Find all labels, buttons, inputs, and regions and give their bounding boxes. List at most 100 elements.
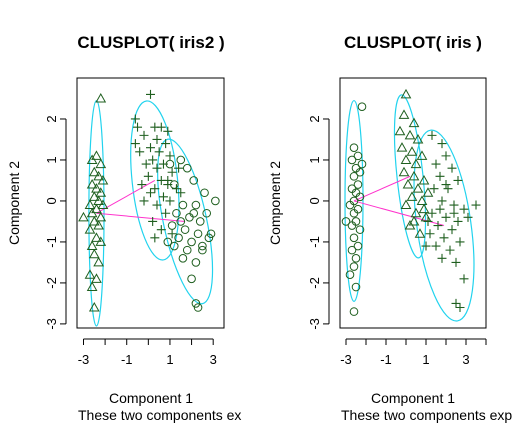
data-point-triangle	[93, 170, 104, 181]
y-tick-label: 0	[44, 197, 59, 204]
subtitle-mask	[262, 406, 338, 428]
data-point-triangle	[394, 125, 406, 136]
data-point-plus	[150, 233, 160, 243]
data-point-triangle	[418, 203, 430, 214]
data-point-circle	[169, 241, 179, 251]
data-point-plus	[152, 200, 162, 210]
data-point-triangle	[408, 117, 420, 128]
data-point-plus	[455, 237, 465, 247]
data-point-triangle	[95, 211, 107, 222]
data-point-plus	[163, 175, 173, 185]
data-point-circle	[349, 172, 359, 181]
data-point-plus	[431, 159, 441, 169]
x-tick-label: -1	[380, 352, 392, 367]
cluster-ellipse	[88, 99, 105, 327]
data-point-circle	[355, 225, 365, 234]
plot-frame	[339, 77, 487, 329]
data-point-plus	[165, 196, 175, 206]
data-point-triangle	[404, 129, 416, 140]
data-point-triangle	[420, 211, 432, 222]
data-point-circle	[176, 155, 186, 165]
data-point-circle	[200, 188, 209, 198]
data-point-circle	[178, 200, 188, 210]
y-tick-label: -3	[44, 318, 59, 330]
data-point-triangle	[91, 273, 102, 283]
cluster-link	[96, 212, 186, 222]
data-point-circle	[211, 196, 220, 206]
data-point-circle	[353, 180, 363, 189]
data-point-circle	[174, 233, 183, 243]
plot-frame	[76, 77, 225, 329]
data-point-plus	[146, 188, 155, 198]
data-point-plus	[130, 139, 140, 149]
data-point-plus	[165, 151, 175, 161]
data-point-triangle	[97, 199, 109, 210]
data-point-circle	[357, 159, 367, 169]
data-point-circle	[182, 245, 192, 255]
data-point-plus	[459, 274, 469, 284]
data-point-plus	[437, 196, 447, 206]
data-point-circle	[349, 233, 359, 243]
data-point-triangle	[91, 183, 102, 193]
data-point-plus	[161, 208, 171, 218]
data-point-circle	[206, 229, 216, 239]
y-tick-label: 0	[307, 197, 322, 204]
data-point-triangle	[416, 195, 428, 205]
cluster-ellipse	[393, 94, 427, 259]
data-point-triangle	[86, 179, 98, 189]
x-tick-label: -1	[121, 352, 133, 367]
data-point-circle	[198, 245, 207, 255]
data-point-circle	[176, 217, 186, 226]
data-point-plus	[148, 216, 158, 226]
data-point-plus	[453, 175, 463, 185]
x-tick-label: 1	[166, 352, 173, 367]
data-point-plus	[435, 171, 445, 181]
data-point-triangle	[95, 92, 107, 103]
data-point-circle	[341, 217, 351, 226]
data-point-circle	[351, 282, 361, 292]
data-point-circle	[355, 192, 365, 202]
data-point-plus	[459, 204, 469, 214]
data-point-circle	[355, 167, 365, 177]
data-point-triangle	[78, 211, 89, 222]
data-point-circle	[189, 176, 199, 185]
data-point-plus	[146, 143, 155, 153]
data-point-plus	[156, 122, 166, 132]
y-axis-label: Component 2	[267, 161, 283, 245]
data-point-circle	[182, 163, 192, 173]
data-point-triangle	[422, 187, 434, 197]
data-point-triangle	[86, 154, 98, 164]
data-point-circle	[193, 229, 203, 239]
data-point-triangle	[408, 215, 420, 226]
x-tick-label: 3	[462, 352, 469, 367]
data-point-circle	[349, 143, 359, 152]
cluster-ellipse	[344, 99, 364, 302]
data-point-plus	[139, 196, 149, 206]
x-tick-label: -3	[340, 352, 352, 367]
data-point-circle	[178, 254, 188, 263]
data-point-plus	[152, 134, 162, 144]
data-point-triangle	[86, 240, 98, 251]
data-point-plus	[447, 163, 457, 173]
data-point-circle	[351, 254, 361, 263]
data-point-triangle	[416, 150, 428, 160]
data-point-triangle	[93, 256, 104, 267]
chart-title: CLUSPLOT( iris )	[344, 33, 482, 52]
data-point-triangle	[88, 301, 100, 312]
data-point-circle	[169, 180, 179, 189]
data-point-triangle	[93, 220, 104, 230]
data-point-plus	[471, 200, 481, 210]
data-point-plus	[152, 163, 162, 173]
data-point-plus	[451, 298, 461, 308]
data-point-circle	[163, 237, 173, 247]
data-point-triangle	[88, 215, 100, 226]
data-point-plus	[141, 159, 151, 169]
data-point-plus	[441, 212, 451, 222]
data-point-plus	[449, 208, 459, 218]
data-point-triangle	[88, 191, 100, 201]
data-point-plus	[445, 245, 455, 255]
data-point-plus	[156, 225, 166, 235]
data-point-plus	[439, 233, 449, 243]
data-point-triangle	[84, 224, 96, 234]
data-point-circle	[345, 270, 355, 280]
